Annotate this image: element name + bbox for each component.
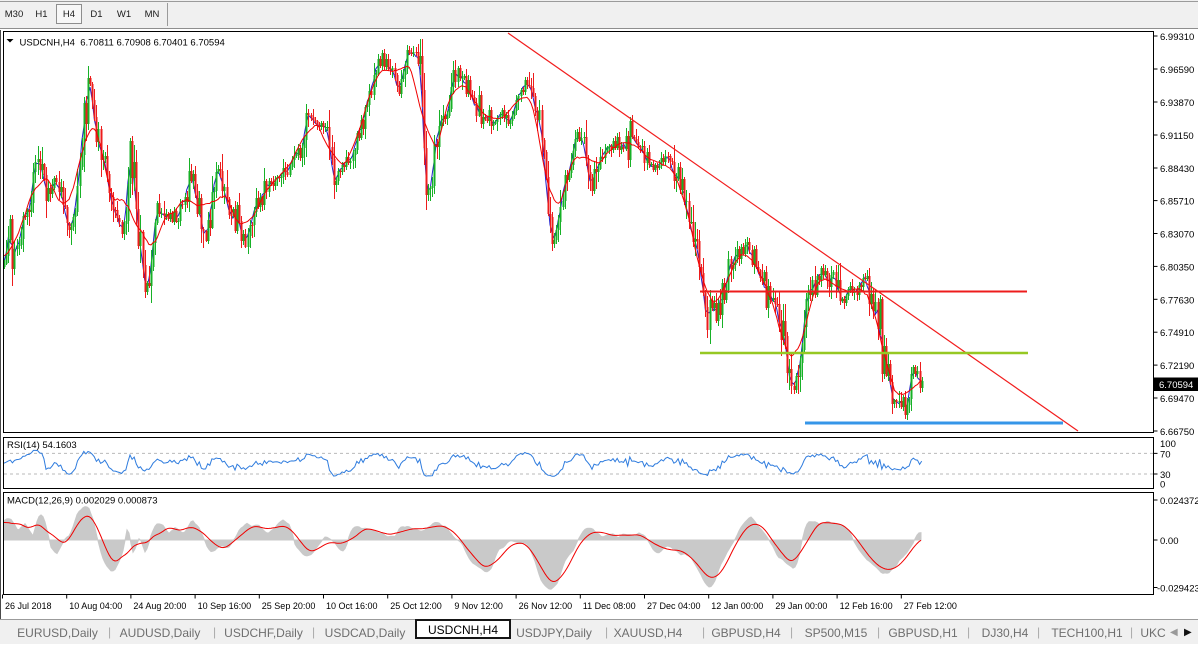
svg-text:6.77630: 6.77630: [1160, 295, 1194, 306]
svg-text:6.91150: 6.91150: [1160, 131, 1194, 142]
svg-text:6.93870: 6.93870: [1160, 98, 1194, 109]
svg-text:10 Oct 16:00: 10 Oct 16:00: [326, 601, 378, 611]
svg-text:70: 70: [1160, 450, 1171, 461]
svg-text:26 Jul 2018: 26 Jul 2018: [5, 601, 52, 611]
svg-text:30: 30: [1160, 470, 1171, 481]
svg-text:0.00: 0.00: [1160, 536, 1179, 547]
svg-text:6.96590: 6.96590: [1160, 65, 1194, 76]
svg-text:6.83070: 6.83070: [1160, 230, 1194, 241]
svg-text:11 Dec 08:00: 11 Dec 08:00: [583, 601, 636, 611]
svg-text:6.99310: 6.99310: [1160, 32, 1194, 43]
svg-text:6.66750: 6.66750: [1160, 427, 1194, 438]
svg-text:USDCNH,H4 6.70811 6.70908 6.7: USDCNH,H4 6.70811 6.70908 6.70401 6.7059…: [20, 38, 225, 49]
svg-text:6.72190: 6.72190: [1160, 361, 1194, 372]
svg-text:100: 100: [1160, 439, 1176, 450]
svg-text:0.024372: 0.024372: [1160, 496, 1198, 507]
svg-text:29 Jan 00:00: 29 Jan 00:00: [775, 601, 827, 611]
svg-text:6.69470: 6.69470: [1160, 394, 1194, 405]
svg-text:12 Jan 00:00: 12 Jan 00:00: [711, 601, 763, 611]
svg-text:0: 0: [1160, 480, 1165, 491]
svg-text:9 Nov 12:00: 9 Nov 12:00: [454, 601, 503, 611]
svg-text:MACD(12,26,9) 0.002029 0.00087: MACD(12,26,9) 0.002029 0.000873: [7, 496, 158, 507]
svg-text:6.74910: 6.74910: [1160, 328, 1194, 339]
svg-text:27 Dec 04:00: 27 Dec 04:00: [647, 601, 701, 611]
svg-text:6.70594: 6.70594: [1159, 380, 1193, 391]
svg-text:10 Sep 16:00: 10 Sep 16:00: [198, 601, 252, 611]
svg-text:-0.029423: -0.029423: [1157, 584, 1198, 595]
svg-text:10 Aug 04:00: 10 Aug 04:00: [69, 601, 122, 611]
svg-text:24 Aug 20:00: 24 Aug 20:00: [133, 601, 186, 611]
svg-text:12 Feb 16:00: 12 Feb 16:00: [840, 601, 893, 611]
svg-text:6.80350: 6.80350: [1160, 262, 1194, 273]
svg-text:26 Nov 12:00: 26 Nov 12:00: [519, 601, 573, 611]
svg-text:6.88430: 6.88430: [1160, 164, 1194, 175]
svg-text:25 Sep 20:00: 25 Sep 20:00: [262, 601, 316, 611]
svg-text:6.85710: 6.85710: [1160, 197, 1194, 208]
svg-text:RSI(14) 54.1603: RSI(14) 54.1603: [7, 440, 77, 451]
svg-text:27 Feb 12:00: 27 Feb 12:00: [904, 601, 957, 611]
svg-text:25 Oct 12:00: 25 Oct 12:00: [390, 601, 442, 611]
